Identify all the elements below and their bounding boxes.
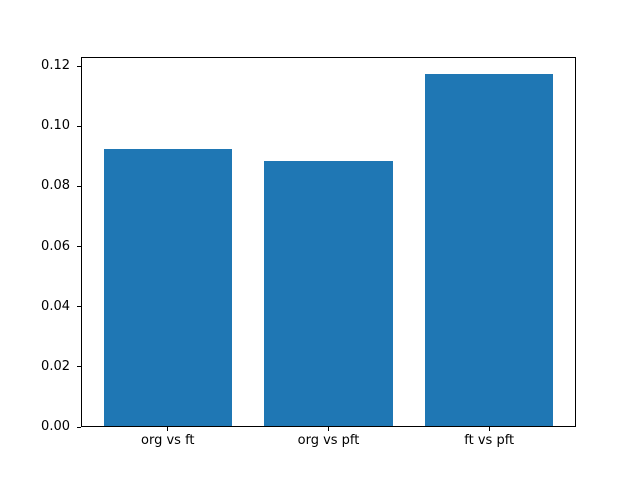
x-tick-label: org vs ft bbox=[141, 433, 195, 448]
y-tick-mark bbox=[77, 125, 81, 127]
y-tick-label: 0.02 bbox=[41, 358, 70, 374]
x-tick-label: ft vs pft bbox=[464, 433, 515, 448]
y-tick-mark bbox=[77, 65, 81, 67]
y-tick-label: 0.04 bbox=[41, 298, 70, 314]
y-tick-label: 0.12 bbox=[41, 58, 70, 74]
x-tick-mark bbox=[167, 427, 169, 431]
x-tick-mark bbox=[488, 427, 490, 431]
y-tick-mark bbox=[77, 185, 81, 187]
y-tick-label: 0.10 bbox=[41, 118, 70, 134]
y-tick-label: 0.08 bbox=[41, 178, 70, 194]
y-tick-label: 0.06 bbox=[41, 238, 70, 254]
x-tick-mark bbox=[328, 427, 329, 431]
y-tick-mark bbox=[77, 306, 81, 308]
bar-org-vs-ft bbox=[103, 149, 233, 426]
y-tick-mark bbox=[77, 426, 81, 428]
y-tick-mark bbox=[77, 246, 81, 247]
y-tick-label: 0.00 bbox=[41, 419, 70, 434]
plot-area bbox=[81, 57, 576, 427]
bar-ft-vs-pft bbox=[424, 74, 554, 426]
x-tick-label: org vs pft bbox=[297, 433, 360, 448]
bar-org-vs-pft bbox=[264, 161, 393, 426]
y-tick-mark bbox=[77, 366, 81, 368]
